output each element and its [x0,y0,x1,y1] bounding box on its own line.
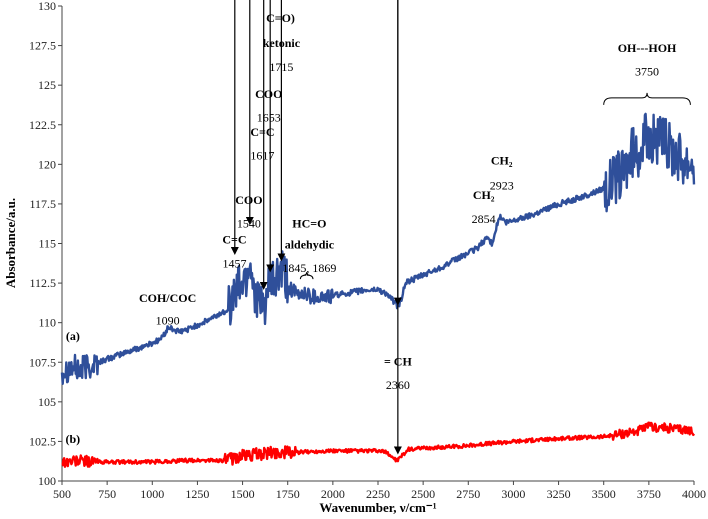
x-axis-title: Wavenumber, ν/cm⁻¹ [319,500,436,515]
annotation-value: 2854 [472,212,496,226]
annotation-label: CH₂ [491,153,513,167]
curve-label: (b) [65,432,80,446]
y-tick-label: 100 [38,474,56,488]
x-tick-label: 3000 [501,487,525,501]
annotation-value: 1617 [250,149,274,163]
annotation-value: 3750 [635,65,659,79]
annotation-label: COH/COC [139,291,196,305]
annotation-value: 1457 [222,256,246,270]
x-tick-label: 1750 [276,487,300,501]
y-tick-label: 102.5 [29,434,56,448]
annotation-label: C=O) [266,11,295,25]
annotation-label: C=C [222,233,246,247]
annotation-value: 1090 [156,313,180,327]
y-tick-label: 130 [38,0,56,13]
x-tick-label: 3250 [547,487,571,501]
series-line-a [60,112,696,385]
y-tick-label: 105 [38,395,56,409]
x-tick-label: 1500 [231,487,255,501]
annotation-label: C=C [250,125,274,139]
curve-label: (a) [66,329,80,343]
plot-area [62,6,694,481]
annotation-label: aldehydic [285,237,335,251]
x-tick-label: 2750 [456,487,480,501]
x-tick-label: 2250 [366,487,390,501]
annotation-value: 1653 [257,111,281,125]
y-tick-label: 112.5 [29,276,56,290]
x-tick-label: 4000 [682,487,706,501]
x-tick-label: 2500 [411,487,435,501]
y-tick-label: 107.5 [29,355,56,369]
annotation-label: COO [255,87,282,101]
annotation-label: = CH [384,354,413,368]
y-axis-title: Absorbance/a.u. [3,198,18,288]
y-tick-label: 122.5 [29,118,56,132]
x-tick-label: 3500 [592,487,616,501]
annotation-value: 2360 [386,378,410,392]
y-tick-label: 115 [38,237,56,251]
x-tick-label: 1250 [185,487,209,501]
y-tick-label: 127.5 [29,39,56,53]
y-tick-label: 125 [38,78,56,92]
annotation-label: HC=O [292,217,326,231]
x-tick-label: 2000 [321,487,345,501]
labels-group: COH/COC 1090 C=C 1457 COO 1540 C=C 1617 COO 1653 C… [65,11,677,446]
x-tick-label: 3750 [637,487,661,501]
x-tick-label: 500 [53,487,71,501]
annotation-value: 1845, 1869 [282,261,336,275]
annotation-label: CH₂ [473,188,495,202]
x-tick-label: 750 [98,487,116,501]
y-tick-label: 110 [38,316,56,330]
y-tick-label: 120 [38,157,56,171]
x-tick-label: 1000 [140,487,164,501]
annotation-label: COO [235,193,262,207]
series-group [60,112,696,468]
annotation-value: 1540 [237,217,261,231]
annotation-label: OH---HOH [618,41,677,55]
annotation-label: ketonic [263,36,301,50]
annotation-value: 2923 [490,179,514,193]
series-line-b [61,421,696,468]
annotation-value: 1715 [269,60,293,74]
bracket-aldehydic [299,272,314,280]
axes: 500 750 1000 1250 1500 1750 2000 2250 2500 2750 30… [29,0,706,501]
y-tick-label: 117.5 [29,197,56,211]
